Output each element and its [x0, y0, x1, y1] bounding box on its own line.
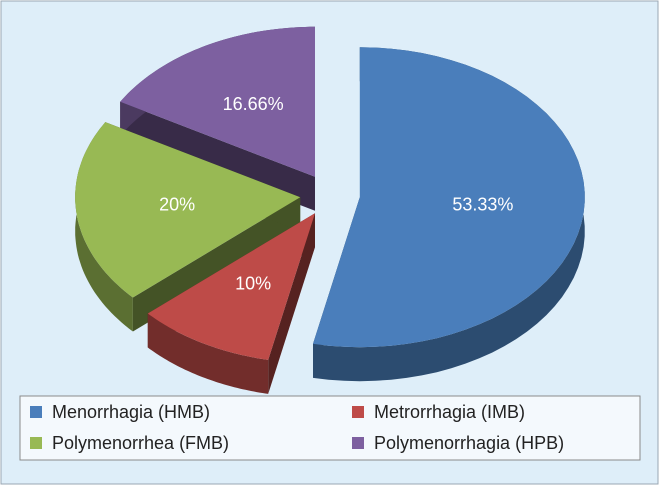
pie-slice	[313, 47, 585, 348]
pie-slice	[75, 122, 301, 298]
data-label: 16.66%	[223, 94, 284, 114]
legend-box	[19, 395, 641, 461]
legend-swatch	[30, 437, 42, 449]
legend-label: Polymenorrhea (FMB)	[52, 433, 229, 453]
pie-slice	[120, 26, 315, 177]
legend-label: Metrorrhagia (IMB)	[374, 402, 525, 422]
legend-label: Polymenorrhagia (HPB)	[374, 433, 564, 453]
slice-side	[120, 101, 315, 211]
data-label: 53.33%	[452, 195, 513, 215]
data-label: 10%	[235, 273, 271, 293]
legend-swatch	[352, 437, 364, 449]
slice-rim	[147, 313, 269, 394]
pie-slice	[147, 213, 315, 360]
legend-swatch	[352, 406, 364, 418]
slice-rim	[313, 47, 585, 382]
legend-label: Menorrhagia (HMB)	[52, 402, 210, 422]
legend-swatch	[30, 406, 42, 418]
slice-side	[268, 213, 315, 394]
data-label: 20%	[159, 195, 195, 215]
